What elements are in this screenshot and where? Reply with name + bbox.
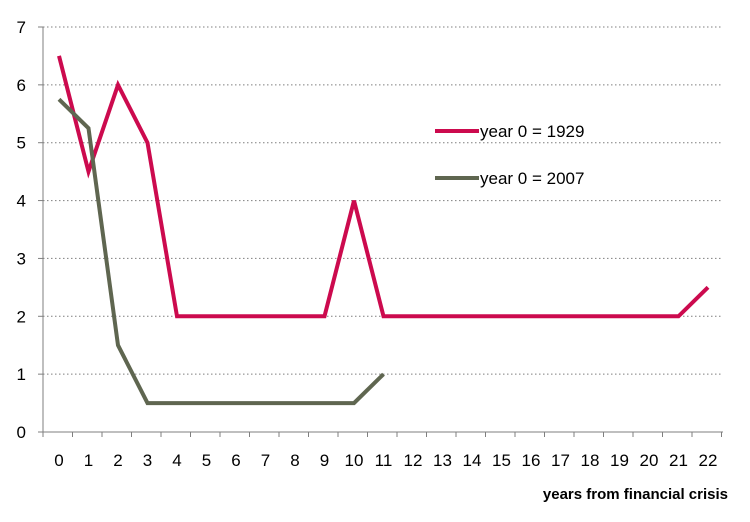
series-lines bbox=[57, 55, 710, 406]
grid-lines bbox=[43, 26, 723, 375]
x-tick-label: 9 bbox=[320, 451, 329, 470]
x-tick-label: 4 bbox=[172, 451, 181, 470]
x-tick-label: 3 bbox=[143, 451, 152, 470]
x-tick-labels: 0 1 2 3 4 5 6 7 8 9 10 11 12 13 14 15 16 17 18 19 20 21 22 bbox=[54, 451, 717, 470]
x-tick-label: 6 bbox=[231, 451, 240, 470]
x-tick-label: 7 bbox=[261, 451, 270, 470]
x-tick-label: 19 bbox=[610, 451, 629, 470]
x-tick-label: 12 bbox=[404, 451, 423, 470]
x-tick-label: 8 bbox=[290, 451, 299, 470]
x-tick-label: 14 bbox=[463, 451, 482, 470]
x-tick-label: 2 bbox=[113, 451, 122, 470]
x-tick-label: 20 bbox=[640, 451, 659, 470]
legend-label: year 0 = 2007 bbox=[480, 169, 584, 188]
x-tick-label: 16 bbox=[522, 451, 541, 470]
x-tick-label: 17 bbox=[551, 451, 570, 470]
legend: year 0 = 1929 year 0 = 2007 bbox=[435, 122, 584, 188]
y-tick-label: 7 bbox=[17, 18, 26, 37]
y-tick-label: 1 bbox=[17, 365, 26, 384]
x-tick-label: 18 bbox=[581, 451, 600, 470]
x-tick-label: 21 bbox=[669, 451, 688, 470]
x-tick-label: 15 bbox=[492, 451, 511, 470]
series-line-2 bbox=[57, 97, 385, 406]
y-tick-label: 3 bbox=[17, 249, 26, 268]
y-tick-label: 2 bbox=[17, 307, 26, 326]
x-tick-label: 11 bbox=[375, 451, 393, 470]
x-tick-label: 0 bbox=[54, 451, 63, 470]
y-tick-label: 0 bbox=[17, 423, 26, 442]
y-tick-label: 5 bbox=[17, 134, 26, 153]
x-axis-title: years from financial crisis bbox=[543, 486, 728, 503]
y-tick-labels: 0 1 2 3 4 5 6 7 bbox=[17, 18, 26, 442]
x-tick-label: 22 bbox=[699, 451, 718, 470]
y-tick-label: 4 bbox=[17, 192, 26, 211]
y-tick-label: 6 bbox=[17, 76, 26, 95]
series-line-1 bbox=[57, 55, 710, 319]
x-tick-label: 10 bbox=[345, 451, 364, 470]
x-tick-label: 1 bbox=[84, 451, 93, 470]
x-tick-label: 13 bbox=[433, 451, 452, 470]
x-tick-label: 5 bbox=[202, 451, 211, 470]
axes bbox=[38, 26, 723, 437]
legend-label: year 0 = 1929 bbox=[480, 122, 584, 141]
